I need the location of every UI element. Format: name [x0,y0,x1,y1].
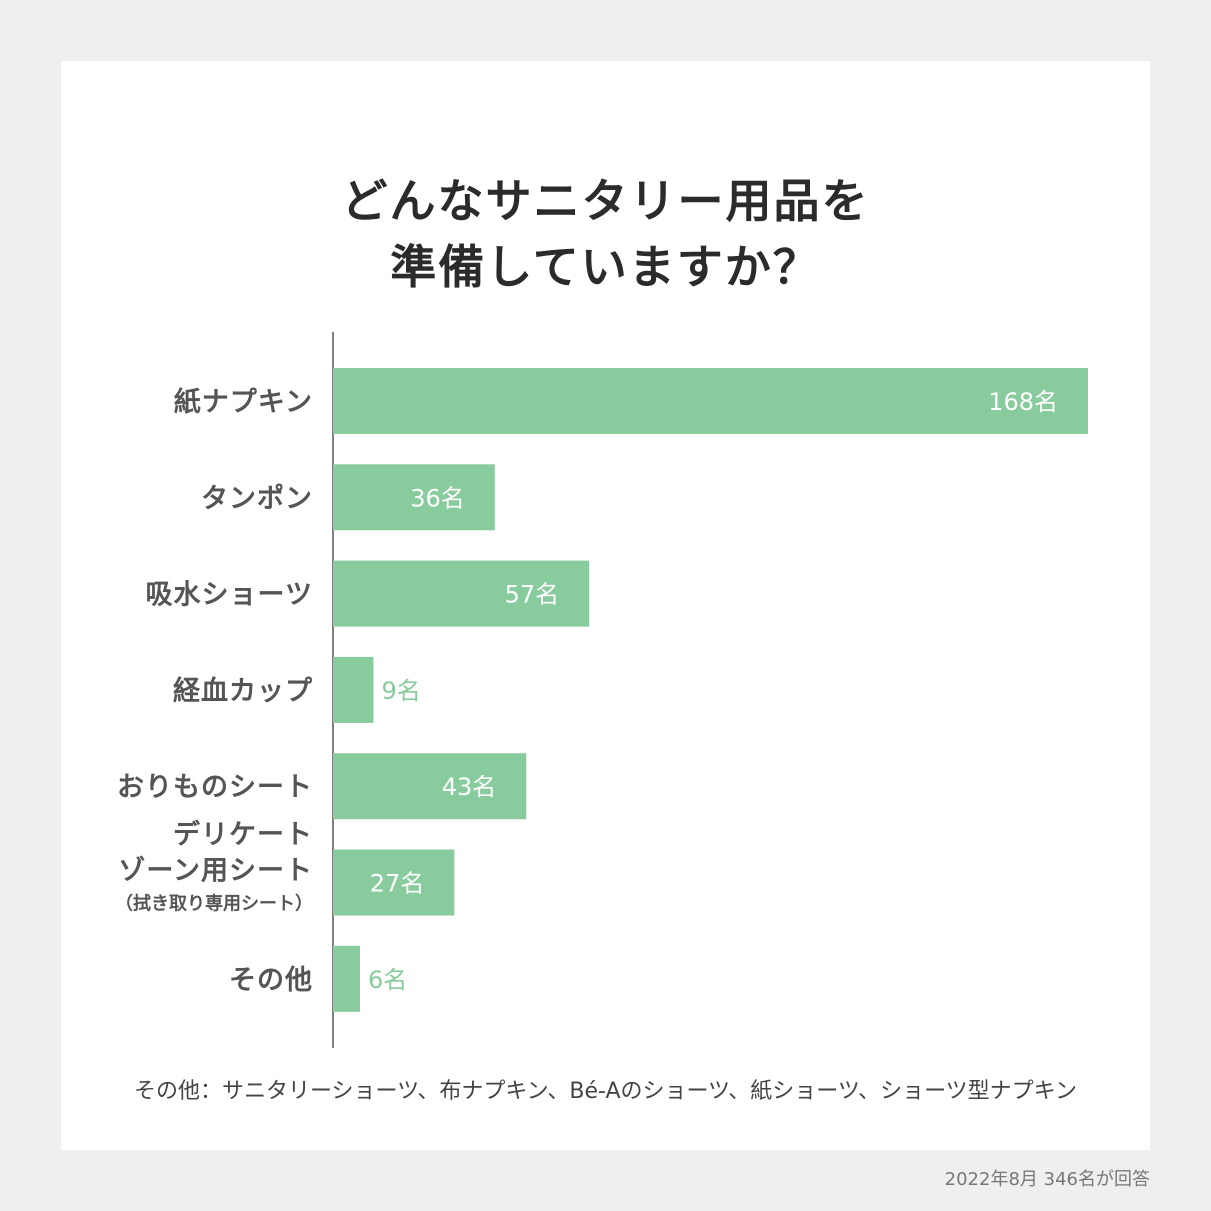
category-label: 紙ナプキン [174,386,313,418]
survey-footer: 2022年8月 346名が回答 [944,1169,1150,1190]
category-label: 吸水ショーツ [146,580,313,611]
chart-title-line2: 準備していますか？ [390,240,821,294]
bar [333,945,360,1012]
value-label: 57名 [505,581,560,609]
bar [333,849,455,916]
category-label: タンポン [201,483,313,514]
bar [333,560,590,627]
bar [333,368,1088,434]
bar [333,753,527,820]
value-label: 43名 [442,773,497,801]
category-label: 経血カップ [173,675,313,707]
value-label: 36名 [410,484,465,512]
value-label: 9名 [381,677,420,705]
chart-title-line1: どんなサニタリー用品を [341,174,870,228]
bar [333,464,495,531]
category-sublabel: （拭き取り専用シート） [115,893,313,915]
value-label: 27名 [370,870,425,898]
category-label: ゾーン用シート [118,856,313,887]
other-note: その他：サニタリーショーツ、布ナプキン、Bé-Aのショーツ、紙ショーツ、ショーツ… [133,1079,1078,1104]
bar [333,656,374,723]
chart-card [61,61,1150,1150]
value-label: 168名 [988,388,1058,416]
chart-title: どんなサニタリー用品を 準備していますか？ [0,168,1211,300]
value-label: 6名 [368,966,407,994]
category-label: おりものシート [117,772,313,803]
category-label: その他 [229,965,313,996]
category-label: デリケート [173,819,313,851]
